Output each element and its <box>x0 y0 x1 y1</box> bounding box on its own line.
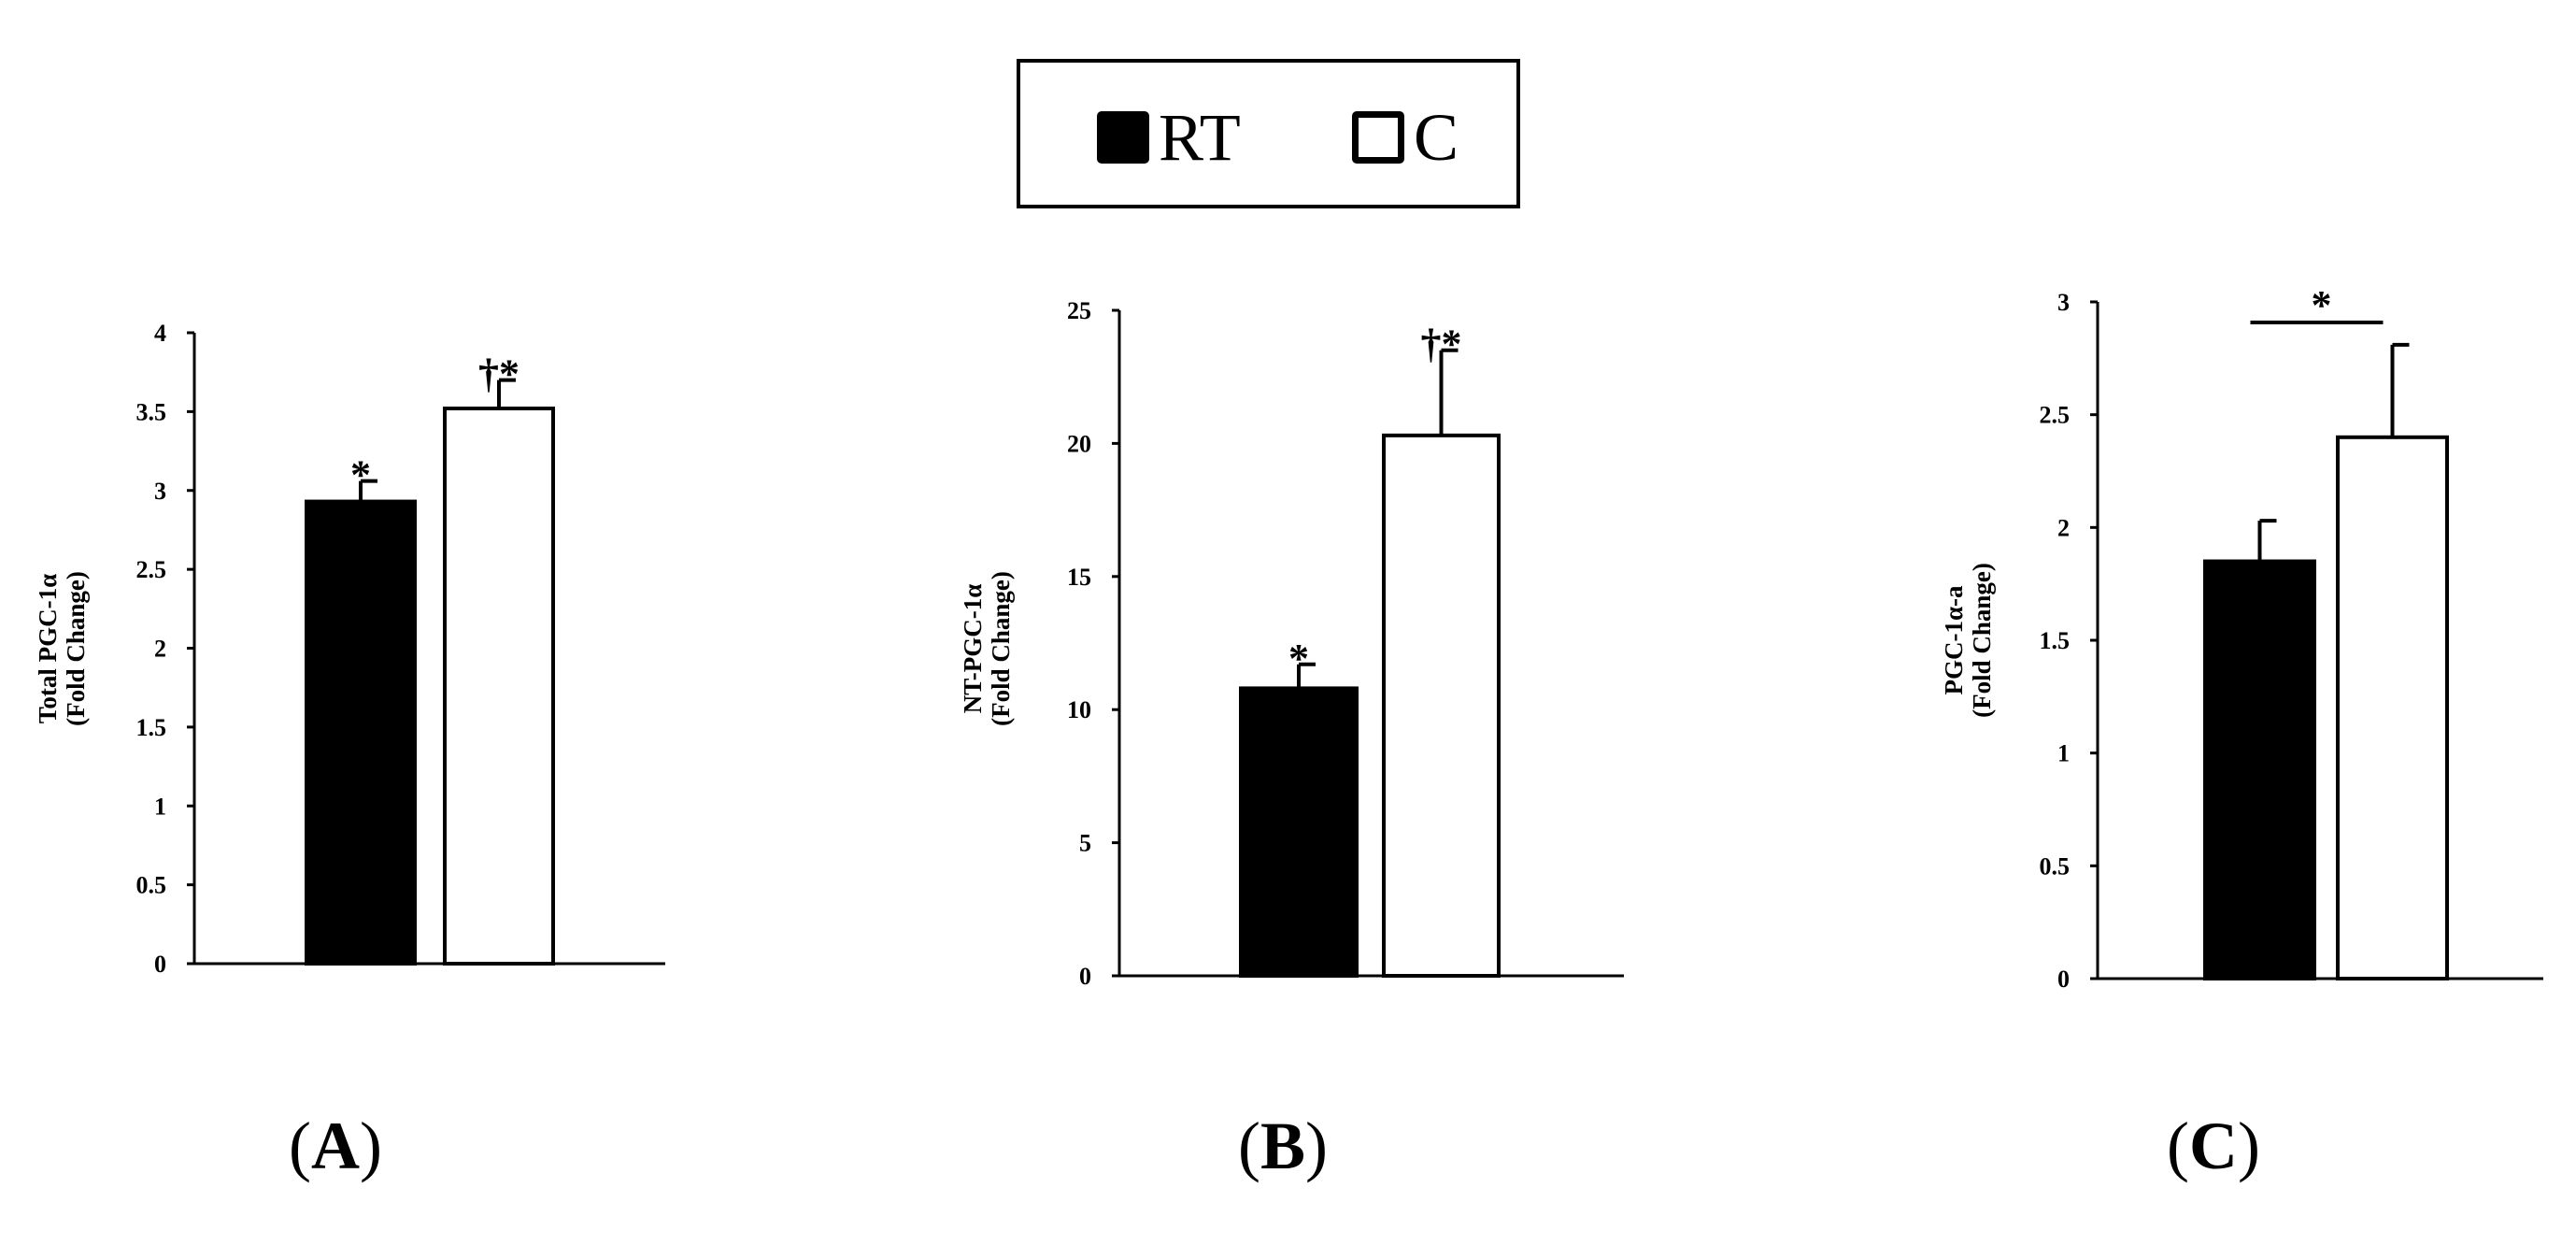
panel-label-b: (B) <box>1238 1112 1328 1180</box>
legend-item-rt: RT <box>1097 102 1241 173</box>
panel-label-a-close: ) <box>359 1109 382 1183</box>
y-tick-label: 1.5 <box>136 714 167 741</box>
y-tick-label: 3.5 <box>136 398 167 425</box>
y-tick-label: 2 <box>154 636 166 663</box>
y-tick-label: 3 <box>2057 289 2070 316</box>
bar-c <box>2336 435 2449 980</box>
panel-label-c-open: ( <box>2167 1109 2189 1183</box>
panel-label-c: (C) <box>2167 1112 2260 1180</box>
legend-swatch-c <box>1352 111 1404 164</box>
y-axis-label: NT-PGC-1α(Fold Change) <box>959 571 1015 726</box>
y-tick-label: 0.5 <box>136 872 167 899</box>
bar-c <box>443 407 555 966</box>
panel-label-c-close: ) <box>2237 1109 2260 1183</box>
y-tick-label: 1 <box>154 793 166 820</box>
y-tick-label: 2.5 <box>2040 402 2071 429</box>
panel-label-a-letter: A <box>310 1109 360 1183</box>
y-tick-label: 15 <box>1067 564 1091 591</box>
y-tick-label: 0 <box>2057 966 2070 993</box>
legend-item-c: C <box>1352 102 1459 173</box>
legend-label-c: C <box>1414 100 1459 175</box>
y-tick-label: 0.5 <box>2040 852 2071 880</box>
y-tick-label: 1.5 <box>2040 627 2071 654</box>
y-tick-label: 4 <box>154 320 166 347</box>
panel-label-c-letter: C <box>2188 1109 2238 1183</box>
y-axis-label-line: NT-PGC-1α <box>959 584 987 714</box>
panel-label-b-open: ( <box>1238 1109 1260 1183</box>
y-tick-label: 10 <box>1067 696 1091 723</box>
chart-c: 0 0.5 1 1.5 2 2.5 3 PGC-1α-a(Fold Change) * <box>1940 282 2543 993</box>
legend: RT C <box>1017 59 1520 208</box>
significance-marker: †* <box>478 351 519 397</box>
panel-label-b-close: ) <box>1305 1109 1328 1183</box>
legend-label-rt: RT <box>1159 100 1241 175</box>
y-axis-label-line: (Fold Change) <box>62 571 90 726</box>
y-tick-label: 1 <box>2057 740 2070 767</box>
y-axis-label: Total PGC-1α(Fold Change) <box>34 571 90 726</box>
significance-marker: * <box>2312 282 2332 328</box>
y-tick-label: 2.5 <box>136 556 167 583</box>
y-axis-label: PGC-1α-a(Fold Change) <box>1940 563 1996 718</box>
panel-label-a-open: ( <box>289 1109 311 1183</box>
panel-label-b-letter: B <box>1260 1109 1306 1183</box>
significance-marker: * <box>350 452 371 498</box>
y-tick-label: 0 <box>1079 963 1091 990</box>
chart-b: 0 5 10 15 20 25 NT-PGC-1α(Fold Change) * †* <box>959 297 1624 990</box>
y-tick-label: 20 <box>1067 430 1091 457</box>
bar-c <box>1382 433 1501 978</box>
y-axis-label-line: Total PGC-1α <box>34 574 62 723</box>
y-axis-label-line: (Fold Change) <box>987 571 1015 726</box>
chart-a: 0 0.5 1 1.5 2 2.5 3 3.5 4 Total PGC-1α(Fold Chang… <box>34 320 665 978</box>
legend-swatch-rt <box>1097 111 1149 164</box>
y-tick-label: 25 <box>1067 297 1091 324</box>
significance-marker: * <box>1288 636 1309 681</box>
y-tick-label: 5 <box>1079 830 1091 857</box>
y-tick-label: 0 <box>154 951 166 978</box>
y-axis-label-line: (Fold Change) <box>1968 563 1996 718</box>
bar-rt <box>2203 559 2316 980</box>
y-axis-label-line: PGC-1α-a <box>1940 585 1968 695</box>
significance-marker: †* <box>1421 322 1462 367</box>
bar-rt <box>1239 686 1359 979</box>
y-tick-label: 2 <box>2057 514 2070 541</box>
y-tick-label: 3 <box>154 478 166 505</box>
bar-rt <box>305 499 417 966</box>
panel-label-a: (A) <box>289 1112 382 1180</box>
